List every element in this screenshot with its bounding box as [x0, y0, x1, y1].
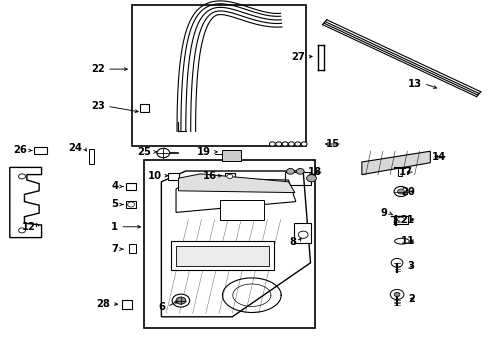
Bar — [140, 104, 148, 112]
Bar — [126, 183, 136, 190]
Bar — [144, 160, 315, 328]
Circle shape — [397, 217, 404, 222]
Text: 27: 27 — [291, 51, 305, 62]
Text: 25: 25 — [138, 147, 151, 157]
Bar — [220, 200, 264, 220]
Bar — [171, 241, 273, 270]
Circle shape — [389, 289, 403, 300]
Circle shape — [226, 174, 232, 179]
Text: 21: 21 — [400, 215, 414, 225]
Circle shape — [296, 168, 304, 174]
Circle shape — [172, 294, 189, 307]
Text: 13: 13 — [407, 78, 421, 89]
Circle shape — [306, 175, 316, 182]
Text: 22: 22 — [91, 64, 105, 74]
Text: 19: 19 — [197, 147, 211, 157]
Text: 9: 9 — [380, 208, 387, 218]
Bar — [176, 246, 268, 266]
Text: 12: 12 — [21, 222, 36, 232]
Bar — [222, 150, 241, 161]
Circle shape — [294, 142, 300, 146]
Circle shape — [390, 258, 402, 267]
Circle shape — [275, 142, 281, 146]
Bar — [132, 5, 305, 146]
Text: 3: 3 — [407, 261, 414, 271]
Circle shape — [127, 202, 134, 207]
Text: 4: 4 — [111, 181, 118, 192]
Bar — [125, 201, 136, 208]
Text: 20: 20 — [400, 186, 414, 197]
Circle shape — [157, 148, 169, 158]
Text: 15: 15 — [325, 139, 339, 149]
Text: 26: 26 — [13, 145, 27, 156]
Text: 2: 2 — [407, 294, 414, 304]
Bar — [393, 216, 407, 224]
Text: 6: 6 — [158, 302, 165, 312]
Text: 7: 7 — [111, 244, 118, 254]
Polygon shape — [361, 151, 429, 175]
Circle shape — [269, 142, 275, 146]
Text: 28: 28 — [96, 299, 110, 309]
Circle shape — [301, 142, 306, 146]
Bar — [168, 173, 179, 180]
Text: 23: 23 — [91, 101, 105, 111]
Circle shape — [393, 186, 407, 197]
Text: 16: 16 — [202, 171, 216, 181]
Text: 11: 11 — [400, 236, 414, 246]
Text: 24: 24 — [68, 143, 82, 153]
Circle shape — [298, 231, 307, 238]
Ellipse shape — [394, 238, 408, 244]
Text: 17: 17 — [398, 167, 412, 177]
Bar — [284, 172, 311, 185]
Circle shape — [176, 297, 185, 304]
Bar — [294, 223, 311, 243]
Polygon shape — [178, 174, 294, 193]
Circle shape — [288, 142, 294, 146]
Text: 14: 14 — [431, 152, 445, 162]
Circle shape — [282, 142, 287, 146]
Bar — [224, 173, 234, 180]
Circle shape — [393, 292, 399, 297]
Circle shape — [286, 168, 294, 174]
Text: 10: 10 — [147, 171, 161, 181]
Bar — [128, 244, 136, 253]
Text: 5: 5 — [111, 199, 118, 210]
Text: 8: 8 — [289, 237, 296, 247]
Bar — [397, 168, 402, 176]
Text: 1: 1 — [111, 222, 118, 232]
Circle shape — [19, 228, 25, 233]
Circle shape — [19, 174, 25, 179]
Text: 18: 18 — [307, 167, 321, 177]
Bar — [34, 147, 47, 154]
Circle shape — [397, 189, 404, 194]
Bar — [122, 300, 132, 309]
Bar — [89, 149, 94, 164]
